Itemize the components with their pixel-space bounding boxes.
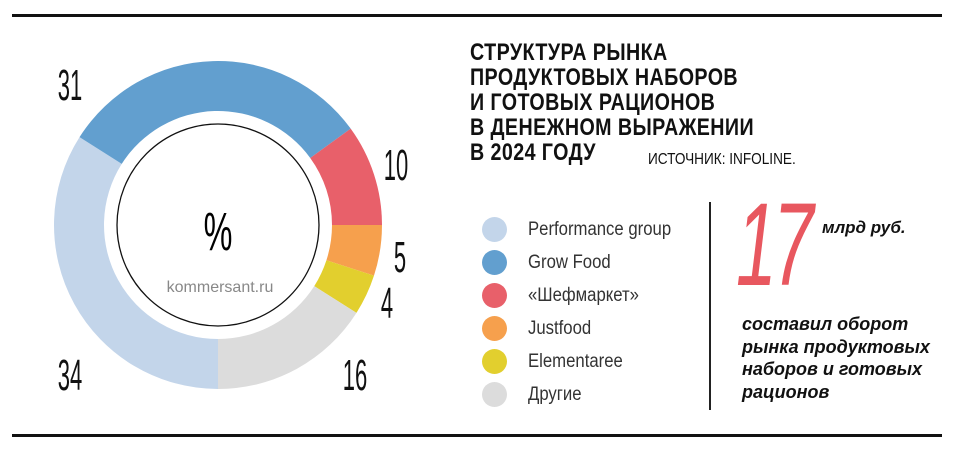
value-label: 31 xyxy=(58,62,82,110)
description-line: наборов и готовых xyxy=(742,359,923,379)
legend: Performance group Grow Food «Шефмаркет» Jus… xyxy=(482,213,691,411)
watermark: kommersant.ru xyxy=(167,279,274,296)
title-line: В 2024 ГОДУ xyxy=(470,139,596,166)
highlight-number: 17 xyxy=(736,179,814,311)
legend-swatch xyxy=(482,349,507,374)
top-rule xyxy=(12,14,942,17)
slice-performance-group xyxy=(53,137,218,389)
divider xyxy=(709,202,711,410)
legend-item: Elementaree xyxy=(482,345,691,378)
legend-label: Grow Food xyxy=(528,251,611,273)
slice-justfood xyxy=(326,225,382,276)
legend-label: Performance group xyxy=(528,218,672,240)
description-line: рынка продуктовых xyxy=(742,336,930,357)
title-line: В ДЕНЕЖНОМ ВЫРАЖЕНИИ xyxy=(470,114,755,141)
slice-elementaree xyxy=(314,260,374,313)
bottom-rule xyxy=(12,434,942,437)
legend-label: «Шефмаркет» xyxy=(528,284,639,306)
legend-item: «Шефмаркет» xyxy=(482,279,691,312)
legend-swatch xyxy=(482,382,507,407)
value-label: 10 xyxy=(384,142,408,190)
legend-label: Justfood xyxy=(528,317,592,339)
inner-circle xyxy=(116,123,320,327)
legend-swatch xyxy=(482,283,507,308)
legend-swatch xyxy=(482,316,507,341)
legend-item: Другие xyxy=(482,378,691,411)
legend-swatch xyxy=(482,250,507,275)
source-label: ИСТОЧНИК: INFOLINE. xyxy=(648,151,796,168)
description-line: рационов xyxy=(742,381,830,402)
legend-item: Grow Food xyxy=(482,246,691,279)
value-label: 5 xyxy=(394,234,406,282)
value-label: 34 xyxy=(58,352,82,400)
highlight-description: составил оборот рынка продуктовых наборо… xyxy=(742,313,930,403)
slice-другие xyxy=(218,286,357,389)
value-label: 4 xyxy=(381,280,393,328)
unit-label: % xyxy=(204,203,233,262)
title-line: СТРУКТУРА РЫНКА xyxy=(470,39,668,66)
slice--шефмаркет- xyxy=(310,128,382,225)
value-label: 16 xyxy=(343,352,367,400)
title-line: И ГОТОВЫХ РАЦИОНОВ xyxy=(470,89,716,116)
legend-item: Justfood xyxy=(482,312,691,345)
description-line: составил оборот xyxy=(742,314,909,334)
legend-label: Elementaree xyxy=(528,350,623,372)
chart-title: СТРУКТУРА РЫНКА ПРОДУКТОВЫХ НАБОРОВ И ГО… xyxy=(470,40,754,165)
donut-chart: % kommersant.ru 34 31 10 54 16 xyxy=(53,60,408,400)
slice-grow-food xyxy=(79,60,351,164)
legend-label: Другие xyxy=(528,383,582,405)
legend-item: Performance group xyxy=(482,213,691,246)
title-line: ПРОДУКТОВЫХ НАБОРОВ xyxy=(470,64,739,91)
legend-swatch xyxy=(482,217,507,242)
highlight-unit: млрд руб. xyxy=(822,218,906,237)
